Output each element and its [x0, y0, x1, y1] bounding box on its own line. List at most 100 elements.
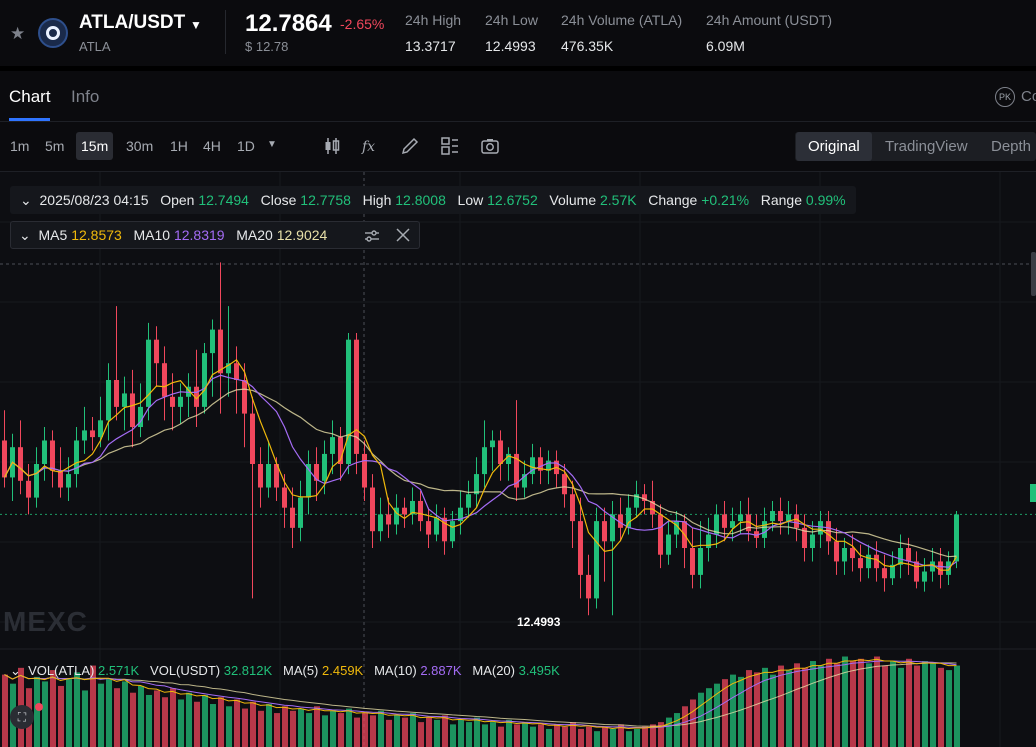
kline-chart[interactable]: MEXC ⌄ 2025/08/23 04:15 Open 12.7494 Clo…: [0, 172, 1036, 747]
volume-bar: [850, 661, 856, 747]
candle-body: [426, 521, 431, 535]
stat-value: 476.35K: [561, 38, 614, 54]
pk-compare-icon[interactable]: PK: [995, 87, 1015, 107]
candle-body: [930, 561, 935, 572]
candle-body: [162, 363, 167, 397]
volume-bar: [434, 719, 440, 747]
compare-label[interactable]: Co: [1021, 88, 1036, 105]
vol-base-label: VOL(ATLA): [28, 663, 95, 678]
screenshot-camera-icon[interactable]: [480, 136, 500, 156]
coin-logo-icon: [38, 18, 68, 48]
close-value: 12.7758: [300, 192, 351, 208]
vol-quote-value: 32.812K: [223, 663, 273, 678]
price-scale-scrollbar[interactable]: [1031, 252, 1036, 296]
candle-body: [170, 396, 175, 407]
candle-body: [762, 521, 767, 538]
candle-body: [858, 558, 863, 569]
vol-base-value: 2.571K: [97, 663, 140, 678]
volume-bar: [426, 717, 432, 747]
stat-label: 24h Amount (USDT): [706, 12, 833, 28]
volume-bar: [490, 722, 496, 747]
view-tradingview[interactable]: TradingView: [885, 138, 968, 155]
candlestick-type-icon[interactable]: [322, 136, 342, 156]
ma-legend: ⌄ MA5 12.8573 MA10 12.8319 MA20 12.9024: [10, 221, 420, 249]
volume-bar: [418, 722, 424, 747]
volume-bar: [570, 722, 576, 747]
candle-body: [442, 517, 447, 542]
view-depth[interactable]: Depth: [991, 138, 1032, 155]
volume-bar: [514, 724, 520, 747]
low-value: 12.6752: [487, 192, 538, 208]
vol-ma5-label: MA(5): [283, 663, 319, 678]
candle-body: [642, 494, 647, 501]
volume-bar: [794, 663, 800, 747]
volume-bar: [674, 713, 680, 747]
ma5-line: [3, 358, 958, 571]
candle-body: [546, 460, 551, 471]
volume-bar: [554, 724, 560, 747]
volume-bar: [370, 715, 376, 747]
close-label: Close: [260, 192, 297, 208]
floating-tool-icon[interactable]: ⛶: [10, 705, 34, 729]
candle-body: [882, 568, 887, 579]
tab-chart[interactable]: Chart: [9, 87, 51, 106]
volume-bar: [506, 719, 512, 747]
volume-bar: [882, 665, 888, 747]
volume-bar: [346, 708, 352, 747]
candle-body: [394, 507, 399, 525]
timeframe-more-caret-icon[interactable]: ▼: [267, 139, 277, 150]
vol-caret-icon[interactable]: ⌄: [10, 663, 21, 678]
low-label: Low: [457, 192, 484, 208]
timeframe-1m[interactable]: 1m: [10, 138, 30, 154]
candle-body: [586, 574, 591, 599]
volume-bar: [170, 688, 176, 747]
candle-body: [330, 437, 335, 454]
pair-name[interactable]: ATLA/USDT: [79, 12, 186, 33]
volume-bar: [282, 706, 288, 747]
volume-bar: [722, 679, 728, 747]
volume-bar: [906, 658, 912, 747]
timeframe-30m[interactable]: 30m: [126, 138, 154, 154]
ma-legend-caret-icon[interactable]: ⌄: [19, 227, 31, 243]
candle-body: [258, 464, 263, 488]
volume-bar: [866, 663, 872, 747]
volume-value: 2.57K: [600, 192, 637, 208]
favorite-star-icon[interactable]: ★: [10, 24, 26, 43]
drawing-pencil-icon[interactable]: [400, 136, 420, 156]
tab-info[interactable]: Info: [71, 87, 100, 106]
layout-template-icon[interactable]: [440, 136, 460, 156]
legend-caret-icon[interactable]: ⌄: [20, 192, 32, 208]
timeframe-1h[interactable]: 1H: [170, 138, 188, 154]
view-original[interactable]: Original: [796, 132, 872, 161]
volume-bar: [538, 724, 544, 747]
volume-bar: [706, 688, 712, 747]
candle-body: [298, 497, 303, 528]
volume-bar: [898, 667, 904, 747]
vol-ma20-value: 3.495K: [518, 663, 560, 678]
candle-body: [434, 517, 439, 535]
timeframe-4h[interactable]: 4H: [203, 138, 221, 154]
close-indicator-icon[interactable]: [396, 228, 410, 242]
candle-body: [346, 339, 351, 464]
indicators-fx-icon[interactable]: fx: [361, 136, 381, 156]
period-low-marker: 12.4993: [517, 615, 561, 629]
pair-dropdown-caret-icon[interactable]: ▼: [190, 18, 202, 32]
open-label: Open: [160, 192, 195, 208]
vol-ma10-line: [4, 660, 957, 729]
volume-bar: [810, 661, 816, 747]
volume-bar: [818, 665, 824, 747]
candle-body: [178, 396, 183, 407]
timeframe-1d[interactable]: 1D: [237, 138, 255, 154]
volume-bar: [546, 728, 552, 747]
candle-body: [242, 380, 247, 414]
candle-body: [618, 514, 623, 528]
candle-body: [306, 464, 311, 498]
indicator-settings-icon[interactable]: [364, 228, 380, 244]
volume-bar: [290, 710, 296, 747]
volume-bar: [210, 704, 216, 747]
kline-canvas[interactable]: [0, 172, 1036, 747]
timeframe-5m[interactable]: 5m: [45, 138, 65, 154]
timeframe-15m[interactable]: 15m: [76, 132, 114, 160]
volume-bar: [66, 679, 72, 747]
volume-bar: [186, 692, 192, 747]
